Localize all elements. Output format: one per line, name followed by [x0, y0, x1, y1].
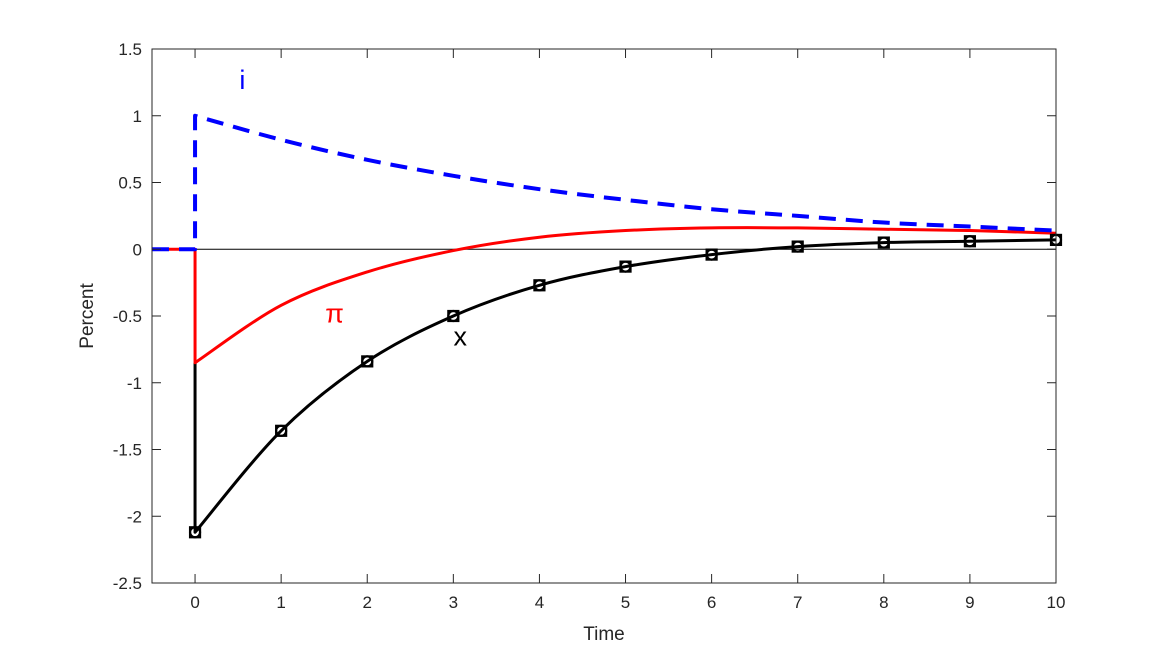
x-marker-circle: [705, 248, 718, 261]
x-tick-label: 1: [276, 593, 285, 612]
series-layer: [151, 113, 1057, 534]
series-line-i: [151, 113, 1057, 252]
x-tick-label: 7: [793, 593, 802, 612]
x-tick-label: 2: [363, 593, 372, 612]
label-x: x: [453, 321, 467, 351]
x-marker-circle: [533, 279, 546, 292]
x-tick-label: 8: [879, 593, 888, 612]
label-i: i: [239, 65, 245, 95]
tick-layer: 0 1 2 3 4 5 6 7 8 9 10 -2.5 -2 -1.5 -1 -0.5 0 0.5 1 1.5: [113, 40, 1066, 612]
y-tick-label: -2: [127, 507, 142, 526]
label-pi: π: [325, 299, 344, 329]
x-marker-circle: [188, 526, 202, 539]
x-tick-label: 4: [535, 593, 544, 612]
x-tick-label: 0: [190, 593, 199, 612]
plot-area: [152, 49, 1056, 583]
x-axis-title: Time: [583, 624, 625, 645]
x-tick-label: 10: [1047, 593, 1066, 612]
x-marker-circle: [619, 260, 632, 273]
x-tick-label: 9: [965, 593, 974, 612]
x-tick-label: 5: [621, 593, 630, 612]
marker-layer: [188, 233, 1063, 539]
y-axis-title: Percent: [77, 283, 98, 349]
y-tick-label: 1.5: [118, 40, 142, 59]
annotation-layer: i π x: [239, 65, 467, 351]
x-marker-circle: [275, 424, 288, 437]
x-tick-label: 3: [449, 593, 458, 612]
y-tick-label: -2.5: [113, 574, 142, 593]
series-line-pi: [151, 226, 1057, 365]
y-tick-label: -0.5: [113, 307, 142, 326]
y-tick-label: -1: [127, 374, 142, 393]
y-tick-label: 0.5: [118, 174, 142, 193]
x-marker-circle: [791, 240, 804, 253]
x-marker-circle: [963, 235, 977, 248]
series-line-x: [193, 238, 1057, 534]
x-tick-label: 6: [707, 593, 716, 612]
x-marker-circle: [877, 236, 890, 249]
x-marker-circle: [447, 309, 460, 323]
y-tick-label: 1: [133, 107, 142, 126]
y-tick-label: 0: [133, 240, 142, 259]
x-marker-circle: [361, 355, 374, 368]
y-tick-label: -1.5: [113, 441, 142, 460]
